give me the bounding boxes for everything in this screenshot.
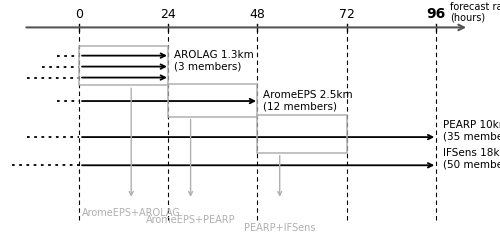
Text: 0: 0: [75, 8, 83, 21]
Text: AromeEPS+PEARP: AromeEPS+PEARP: [146, 215, 236, 225]
Text: IFSens 18km
(50 members): IFSens 18km (50 members): [443, 148, 500, 170]
Text: AROLAG 1.3km
(3 members): AROLAG 1.3km (3 members): [174, 50, 254, 72]
Bar: [79, 46, 168, 85]
Text: PEARP+IFSens: PEARP+IFSens: [244, 223, 316, 233]
Bar: [258, 115, 346, 153]
Text: 48: 48: [250, 8, 266, 21]
Text: 24: 24: [160, 8, 176, 21]
Text: 96: 96: [426, 7, 445, 21]
Text: forecast range: forecast range: [450, 2, 500, 12]
Text: AromeEPS+AROLAG: AromeEPS+AROLAG: [82, 208, 180, 218]
Text: 72: 72: [338, 8, 354, 21]
Text: (hours): (hours): [450, 13, 486, 23]
Text: AromeEPS 2.5km
(12 members): AromeEPS 2.5km (12 members): [263, 90, 352, 112]
Text: PEARP 10km
(35 members): PEARP 10km (35 members): [443, 120, 500, 142]
Bar: [168, 84, 258, 117]
